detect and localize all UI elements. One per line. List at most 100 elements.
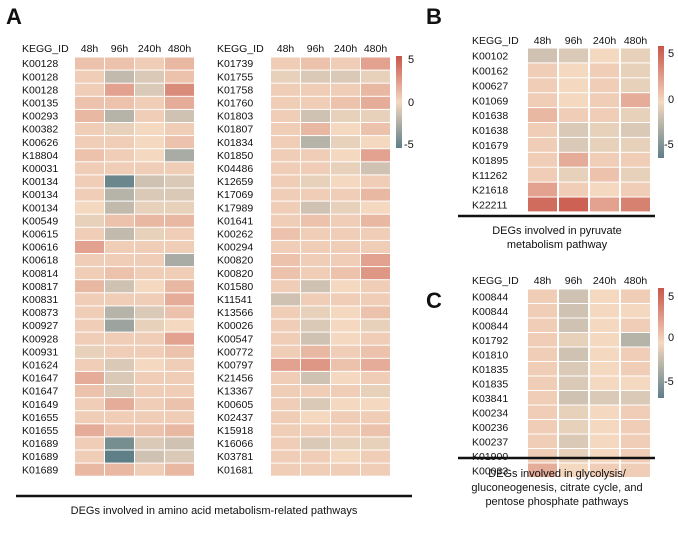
heatmap-cell [165,398,194,411]
row-label: K16066 [217,438,253,450]
row-label: K01760 [217,98,253,110]
heatmap-cell [165,319,194,332]
heatmap-cell [135,332,164,345]
heatmap-cell [361,57,390,70]
heatmap-cell [361,96,390,109]
heatmap-cell [361,450,390,463]
heatmap-cell [301,306,330,319]
heatmap-cell [135,293,164,306]
heatmap-cell [165,214,194,227]
row-label: K00844 [472,306,508,318]
heatmap-cell [331,96,360,109]
heatmap-cell [331,267,360,280]
heatmap-cell [135,83,164,96]
heatmap-cell [105,83,134,96]
heatmap-cell [75,214,104,227]
heatmap-cell [361,254,390,267]
heatmap-cell [165,293,194,306]
heatmap-cell [559,197,588,212]
heatmap-cell [105,96,134,109]
heatmap-cell [135,385,164,398]
heatmap-cell [590,152,619,167]
heatmap-cell [528,289,557,303]
heatmap-cell [271,371,300,384]
row-label: K00931 [22,346,58,358]
heatmap-cell [105,306,134,319]
heatmap-cell [590,93,619,108]
heatmap-cell [75,109,104,122]
heatmap-cell [105,123,134,136]
heatmap-cell [331,83,360,96]
row-label: K00814 [22,268,58,280]
column-label: 48h [81,43,99,55]
row-label: K01835 [472,364,508,376]
row-label: K13566 [217,307,253,319]
heatmap-cell [105,70,134,83]
column-label: 96h [565,35,583,47]
heatmap-cell [361,437,390,450]
heatmap-cell [75,57,104,70]
heatmap-cell [331,450,360,463]
heatmap-cell [621,391,650,405]
heatmap-cell [301,424,330,437]
row-label: K21618 [472,185,508,197]
heatmap-cell [331,332,360,345]
heatmap-cell [331,371,360,384]
heatmap-cell [75,149,104,162]
scale-tick-c-low: -5 [664,376,674,388]
heatmap-cell [590,434,619,448]
row-label: K00294 [217,242,253,254]
heatmap-cell [331,358,360,371]
heatmap-cell [135,109,164,122]
heatmap-cell [621,376,650,390]
heatmap-cell [301,358,330,371]
heatmap-cell [135,70,164,83]
heatmap-cell [271,162,300,175]
heatmap-cell [301,450,330,463]
heatmap-cell [165,306,194,319]
heatmap-cell [331,411,360,424]
row-label: K03841 [472,393,508,405]
heatmap-cell [590,182,619,197]
heatmap-cell [559,137,588,152]
heatmap-cell [301,267,330,280]
row-label: K00128 [22,84,58,96]
column-label: 48h [277,43,295,55]
heatmap-cell [559,93,588,108]
heatmap-cell [135,227,164,240]
row-label: K00236 [472,422,508,434]
heatmap-cell [105,188,134,201]
heatmap-cell [361,306,390,319]
heatmap-cell [75,450,104,463]
heatmap-cell [590,48,619,63]
heatmap-cell [271,188,300,201]
row-label: K01638 [472,125,508,137]
heatmap-cell [331,162,360,175]
heatmap-cell [528,420,557,434]
heatmap-cell [271,149,300,162]
heatmap-cell [105,398,134,411]
row-label: K00134 [22,189,58,201]
scale-tick-c-mid: 0 [668,332,674,344]
heatmap-cell [135,358,164,371]
row-label: K01835 [472,378,508,390]
heatmap-cell [559,420,588,434]
heatmap-cell [590,347,619,361]
row-label: K00820 [217,268,253,280]
heatmap-cell [621,420,650,434]
row-label: K02437 [217,412,253,424]
row-label: K01792 [472,335,508,347]
caption-c-line1: DEGs involved in glycolysis/ [488,468,626,480]
heatmap-cell [75,188,104,201]
row-label: K11262 [472,170,508,182]
heatmap-cell [559,405,588,419]
heatmap-cell [75,437,104,450]
heatmap-cell [528,463,557,477]
heatmap-cell [559,304,588,318]
heatmap-cell [559,167,588,182]
row-label: K12659 [217,176,253,188]
heatmap-cell [621,63,650,78]
column-label: 96h [307,43,325,55]
heatmap-cell [271,358,300,371]
heatmap-cell [271,83,300,96]
